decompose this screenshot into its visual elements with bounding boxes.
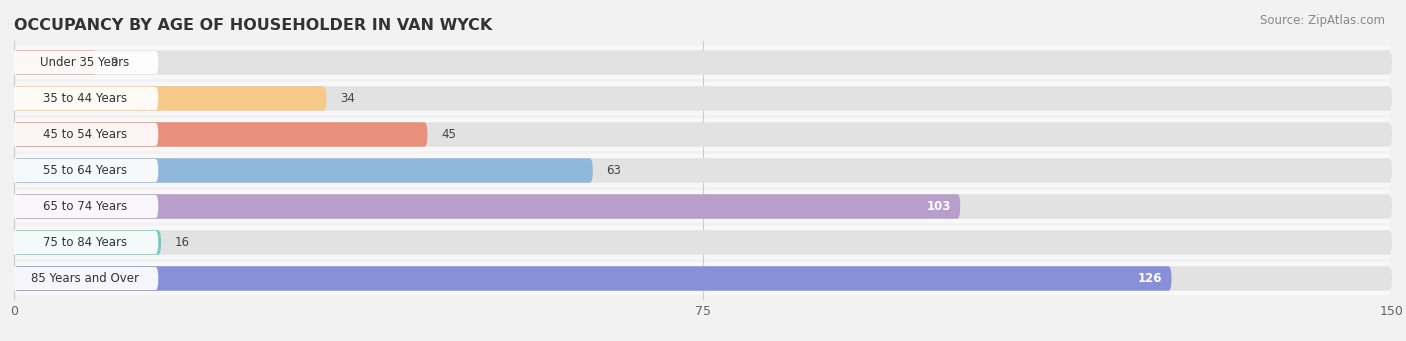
- FancyBboxPatch shape: [14, 122, 427, 147]
- Text: 65 to 74 Years: 65 to 74 Years: [42, 200, 127, 213]
- Text: 75 to 84 Years: 75 to 84 Years: [42, 236, 127, 249]
- Text: Under 35 Years: Under 35 Years: [41, 56, 129, 69]
- FancyBboxPatch shape: [11, 87, 159, 110]
- Text: Source: ZipAtlas.com: Source: ZipAtlas.com: [1260, 14, 1385, 27]
- FancyBboxPatch shape: [11, 267, 159, 290]
- FancyBboxPatch shape: [14, 230, 1392, 255]
- FancyBboxPatch shape: [14, 86, 326, 111]
- FancyBboxPatch shape: [14, 266, 1171, 291]
- FancyBboxPatch shape: [14, 266, 1392, 291]
- Text: 103: 103: [927, 200, 950, 213]
- FancyBboxPatch shape: [14, 230, 162, 255]
- Text: 9: 9: [111, 56, 118, 69]
- FancyBboxPatch shape: [14, 190, 1392, 223]
- FancyBboxPatch shape: [14, 194, 1392, 219]
- Text: 45 to 54 Years: 45 to 54 Years: [42, 128, 127, 141]
- FancyBboxPatch shape: [14, 194, 960, 219]
- FancyBboxPatch shape: [14, 262, 1392, 295]
- Text: 63: 63: [606, 164, 621, 177]
- FancyBboxPatch shape: [14, 50, 1392, 75]
- FancyBboxPatch shape: [14, 158, 593, 183]
- Text: 45: 45: [441, 128, 456, 141]
- FancyBboxPatch shape: [14, 122, 1392, 147]
- Text: 35 to 44 Years: 35 to 44 Years: [42, 92, 127, 105]
- Text: 85 Years and Over: 85 Years and Over: [31, 272, 139, 285]
- FancyBboxPatch shape: [14, 46, 1392, 79]
- Text: OCCUPANCY BY AGE OF HOUSEHOLDER IN VAN WYCK: OCCUPANCY BY AGE OF HOUSEHOLDER IN VAN W…: [14, 18, 492, 33]
- FancyBboxPatch shape: [11, 51, 159, 74]
- Text: 16: 16: [174, 236, 190, 249]
- FancyBboxPatch shape: [11, 159, 159, 182]
- FancyBboxPatch shape: [14, 154, 1392, 187]
- FancyBboxPatch shape: [11, 123, 159, 146]
- FancyBboxPatch shape: [14, 86, 1392, 111]
- Text: 34: 34: [340, 92, 356, 105]
- FancyBboxPatch shape: [14, 50, 97, 75]
- FancyBboxPatch shape: [14, 82, 1392, 115]
- FancyBboxPatch shape: [14, 226, 1392, 259]
- Text: 126: 126: [1137, 272, 1163, 285]
- FancyBboxPatch shape: [14, 118, 1392, 151]
- Text: 55 to 64 Years: 55 to 64 Years: [42, 164, 127, 177]
- FancyBboxPatch shape: [11, 231, 159, 254]
- FancyBboxPatch shape: [11, 195, 159, 218]
- FancyBboxPatch shape: [14, 158, 1392, 183]
